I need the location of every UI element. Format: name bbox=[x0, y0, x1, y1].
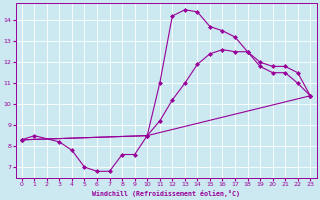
X-axis label: Windchill (Refroidissement éolien,°C): Windchill (Refroidissement éolien,°C) bbox=[92, 190, 240, 197]
